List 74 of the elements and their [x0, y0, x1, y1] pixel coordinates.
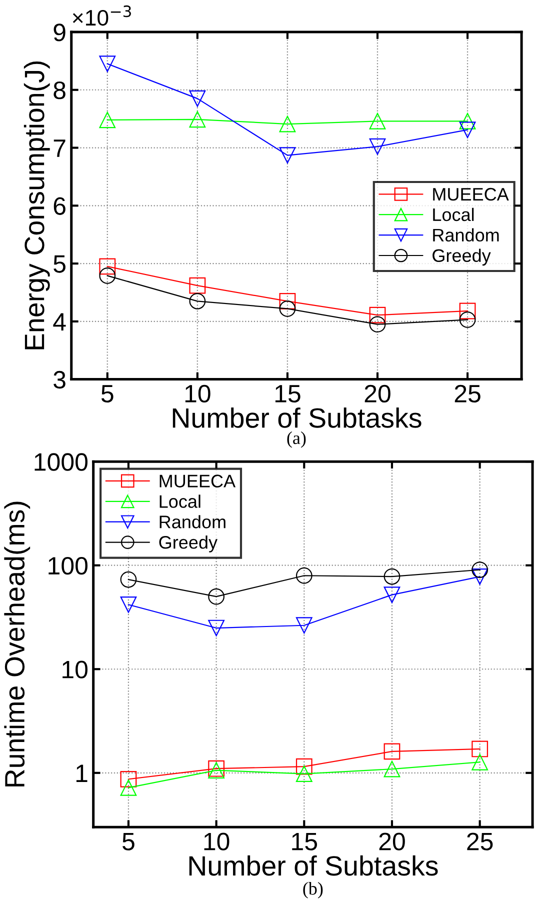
text: (a) — [287, 431, 306, 448]
x-tick-label: 10 — [185, 384, 210, 403]
point — [189, 292, 206, 310]
legend-label: Local — [160, 494, 200, 508]
point — [459, 302, 476, 320]
y-tick-label: 4 — [53, 313, 66, 330]
point — [99, 258, 116, 275]
y-tick-label: 6 — [54, 197, 66, 215]
point — [459, 122, 476, 138]
x-tick-label: 5 — [101, 385, 114, 403]
point — [472, 568, 488, 585]
text: ×10$^{−3}$ — [72, 5, 131, 26]
x-tick-label: 10 — [204, 832, 230, 850]
y-tick-label: 1 — [76, 764, 88, 782]
x-tick-label: 20 — [364, 384, 390, 403]
legend-label: MUEECA — [433, 188, 509, 201]
point — [120, 571, 137, 588]
point — [384, 568, 400, 585]
legend-label: Greedy — [432, 248, 491, 266]
legend-label: MUEECA — [160, 474, 236, 488]
point — [208, 588, 224, 605]
point — [189, 111, 206, 128]
point — [384, 743, 400, 760]
x-tick-label: 25 — [467, 832, 493, 850]
point — [369, 138, 386, 155]
x-axis-title: Number of Subtasks — [172, 407, 422, 428]
x-tick-label: 15 — [292, 832, 318, 850]
point — [296, 567, 312, 584]
point — [120, 596, 137, 613]
point — [120, 780, 137, 796]
point — [369, 316, 386, 333]
y-tick-label: 100 — [48, 556, 88, 575]
point — [189, 277, 206, 294]
point — [189, 90, 206, 107]
y-tick-label: 10 — [62, 660, 88, 678]
point — [296, 758, 312, 775]
point — [279, 292, 296, 310]
y-tick-label: 8 — [54, 81, 66, 100]
legend-label: Random — [433, 228, 499, 242]
point — [472, 754, 488, 770]
y-tick-label: 9 — [54, 24, 66, 42]
point — [459, 112, 476, 130]
point — [279, 116, 296, 132]
y-axis-title: Runtime Overhead(ms) — [4, 502, 30, 786]
point — [472, 740, 488, 758]
point — [296, 766, 312, 782]
point — [369, 306, 386, 324]
y-tick-label: 5 — [54, 255, 66, 273]
point — [99, 268, 116, 284]
point — [369, 112, 386, 130]
point — [384, 586, 400, 604]
point — [99, 56, 116, 72]
legend-label: Random — [160, 515, 226, 528]
legend-label: Greedy — [159, 536, 218, 552]
point — [296, 617, 312, 634]
legend-label: Local — [433, 208, 474, 222]
text: (b) — [303, 882, 323, 898]
point — [99, 112, 116, 128]
x-axis-title: Number of Subtasks — [189, 855, 438, 876]
point — [472, 562, 488, 578]
point — [279, 300, 296, 317]
point — [279, 147, 296, 164]
x-tick-label: 15 — [275, 385, 300, 403]
x-tick-label: 5 — [122, 832, 134, 850]
x-tick-label: 25 — [454, 384, 480, 403]
y-axis-title: Energy Consumption(J) — [24, 61, 50, 350]
point — [384, 760, 400, 778]
y-tick-label: 3 — [54, 370, 66, 389]
point — [459, 311, 476, 328]
x-tick-label: 20 — [379, 832, 405, 850]
point — [208, 620, 224, 636]
y-tick-label: 7 — [54, 140, 66, 157]
y-tick-label: 1000 — [34, 453, 88, 471]
point — [120, 770, 137, 788]
